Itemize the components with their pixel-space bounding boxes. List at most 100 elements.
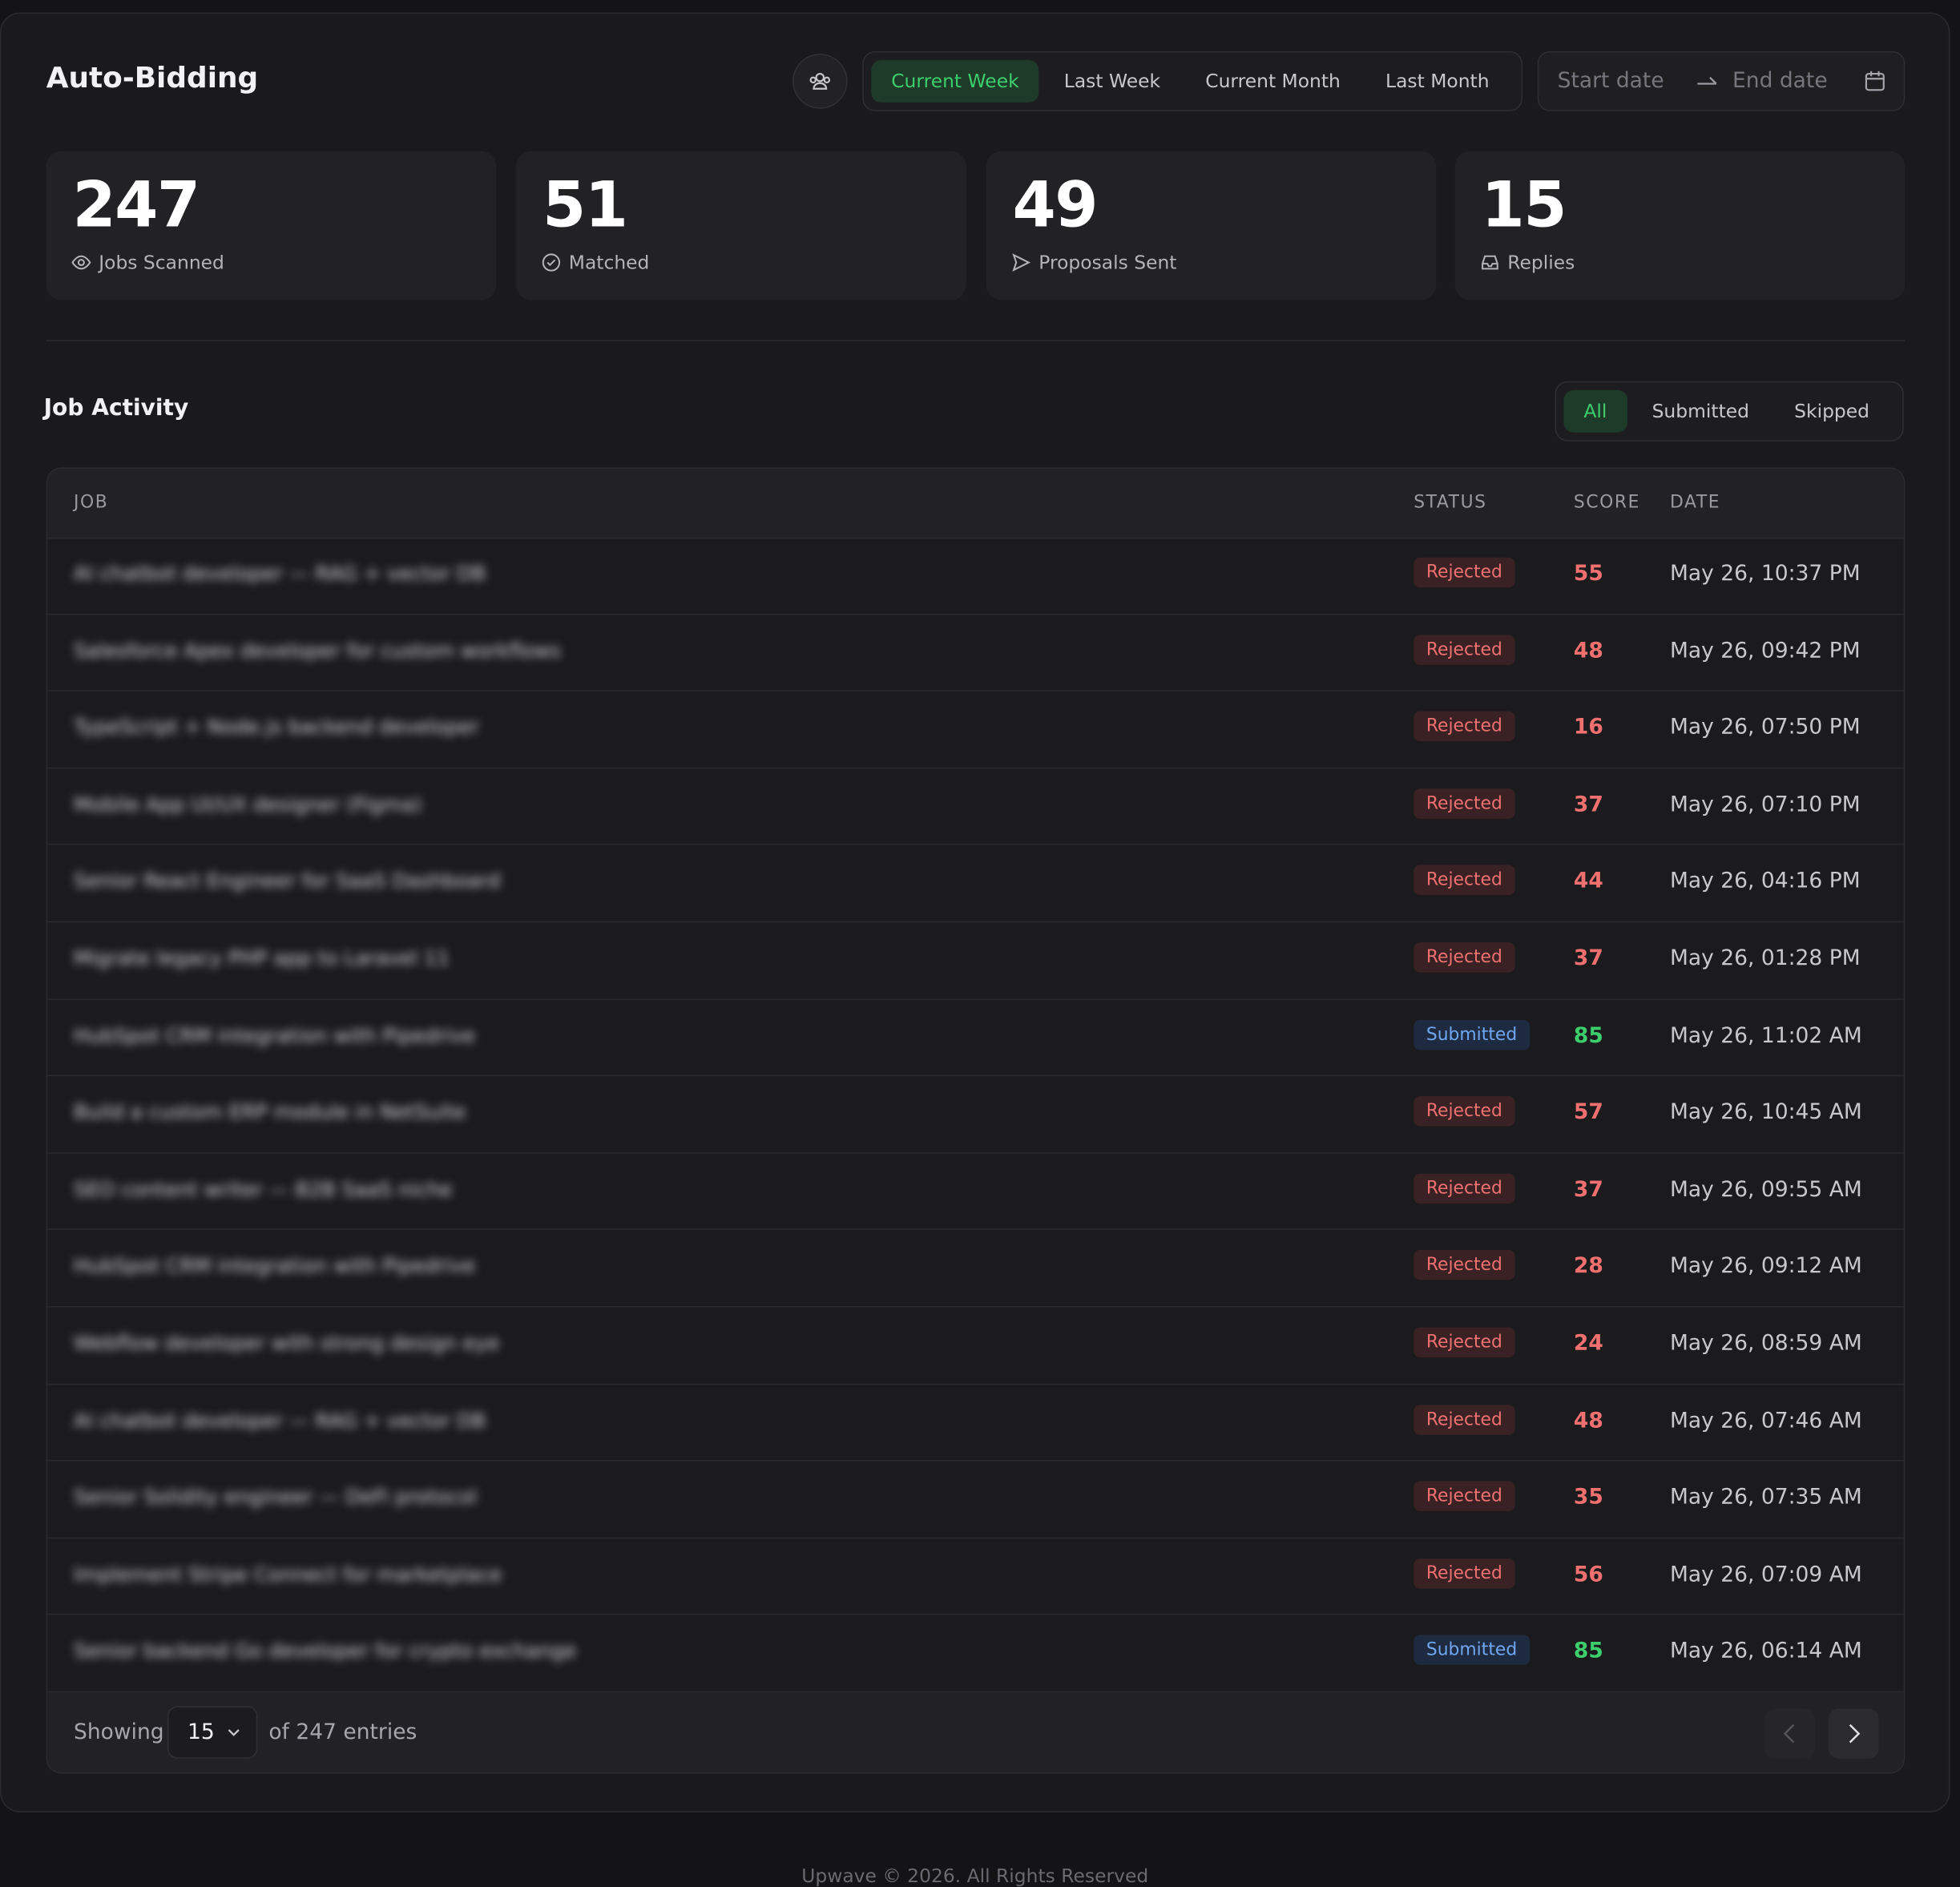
range-option[interactable]: Current Week [871, 59, 1039, 103]
score: 28 [1573, 1254, 1603, 1280]
job-title[interactable]: Senior React Engineer for SaaS Dashboard [74, 869, 501, 893]
status-badge: Rejected [1414, 634, 1515, 665]
filter-tab[interactable]: All [1563, 389, 1627, 433]
score: 55 [1573, 561, 1603, 587]
total-entries: of 247 entries [268, 1720, 417, 1745]
status-badge: Rejected [1414, 1250, 1515, 1280]
per-page-value: 15 [187, 1720, 215, 1745]
table-row: AI chatbot developer — RAG + vector DB Re… [47, 538, 1904, 615]
team-icon [809, 72, 831, 90]
date: May 26, 06:14 AM [1670, 1639, 1862, 1664]
column-header: DATE [1670, 492, 1721, 513]
stat-card: 247 Jobs Scanned [46, 151, 497, 300]
table-row: SEO content writer — B2B SaaS niche Rejec… [47, 1153, 1904, 1231]
score: 85 [1573, 1639, 1603, 1664]
table-row: Migrate legacy PHP app to Laravel 11 Reje… [47, 922, 1904, 1000]
date: May 26, 07:10 PM [1670, 792, 1861, 817]
date: May 26, 08:59 AM [1670, 1331, 1862, 1357]
showing-label: Showing [74, 1720, 164, 1745]
score: 37 [1573, 946, 1603, 972]
status-badge: Submitted [1414, 1019, 1530, 1050]
range-option[interactable]: Last Month [1385, 70, 1490, 93]
date: May 26, 09:55 AM [1670, 1177, 1862, 1203]
stat-label: Matched [568, 251, 650, 274]
table-row: Senior React Engineer for SaaS Dashboard… [47, 845, 1904, 923]
date: May 26, 07:35 AM [1670, 1485, 1862, 1510]
job-title[interactable]: SEO content writer — B2B SaaS niche [74, 1177, 453, 1201]
score: 56 [1573, 1562, 1603, 1587]
table-row: Senior Solidity engineer — DeFi protocol… [47, 1462, 1904, 1538]
table-footer: Showing 15 of 247 entries [47, 1692, 1904, 1772]
date: May 26, 07:50 PM [1670, 715, 1861, 740]
filter-tab[interactable]: Skipped [1794, 400, 1870, 423]
activity-tabs: All Submitted Skipped [1555, 381, 1904, 442]
job-title[interactable]: HubSpot CRM integration with Pipedrive [74, 1254, 476, 1278]
job-title[interactable]: Implement Stripe Connect for marketplace [74, 1562, 502, 1587]
date-range[interactable]: Start date End date [1537, 50, 1906, 111]
score: 85 [1573, 1022, 1603, 1049]
stat-value: 15 [1481, 168, 1567, 242]
job-title[interactable]: Salesforce Apex developer for custom wor… [74, 638, 561, 663]
score: 37 [1573, 792, 1603, 817]
score: 24 [1573, 1331, 1603, 1357]
score: 37 [1573, 1177, 1603, 1203]
table-row: Build a custom ERP module in NetSuite Rej… [47, 1076, 1904, 1154]
job-title[interactable]: AI chatbot developer — RAG + vector DB [74, 561, 486, 586]
status-badge: Rejected [1414, 1327, 1515, 1358]
job-title[interactable]: TypeScript + Node.js backend developer [74, 715, 479, 740]
stat-value: 247 [72, 168, 200, 242]
date: May 26, 07:46 AM [1670, 1408, 1862, 1433]
job-title[interactable]: Build a custom ERP module in NetSuite [74, 1100, 466, 1124]
filter-tab[interactable]: Submitted [1651, 400, 1750, 423]
status-badge: Rejected [1414, 1481, 1515, 1512]
date: May 26, 11:02 AM [1670, 1022, 1862, 1049]
range-option[interactable]: Last Week [1063, 70, 1161, 93]
job-title[interactable]: Senior Solidity engineer — DeFi protocol [74, 1485, 478, 1510]
status-badge: Rejected [1414, 1558, 1515, 1589]
column-header: SCORE [1573, 492, 1641, 513]
next-page[interactable] [1829, 1708, 1879, 1759]
job-title[interactable]: AI chatbot developer — RAG + vector DB [74, 1408, 486, 1433]
table-row: Implement Stripe Connect for marketplace… [47, 1538, 1904, 1616]
start-date: Start date [1557, 68, 1664, 94]
stat-card: 49 Proposals Sent [986, 151, 1437, 300]
stat-label: Jobs Scanned [99, 251, 224, 274]
stat-label: Replies [1507, 251, 1575, 274]
table-row: Mobile App UI/UX designer (Figma) Rejecte… [47, 768, 1904, 846]
table-row: HubSpot CRM integration with Pipedrive Su… [47, 999, 1904, 1077]
status-badge: Rejected [1414, 788, 1515, 819]
per-page-select[interactable]: 15 [167, 1706, 258, 1759]
stat-label: Proposals Sent [1038, 251, 1177, 274]
date: May 26, 10:37 PM [1670, 561, 1861, 587]
job-title[interactable]: Migrate legacy PHP app to Laravel 11 [74, 946, 450, 970]
job-title[interactable]: HubSpot CRM integration with Pipedrive [74, 1022, 476, 1047]
range-selector: Current Week Last Week Current Month Last M… [862, 50, 1522, 111]
team-button[interactable] [792, 54, 848, 109]
job-title[interactable]: Senior backend Go developer for crypto e… [74, 1639, 577, 1663]
score: 16 [1573, 715, 1603, 740]
job-title[interactable]: Mobile App UI/UX designer (Figma) [74, 792, 422, 816]
status-badge: Rejected [1414, 865, 1515, 896]
table-row: HubSpot CRM integration with Pipedrive Re… [47, 1231, 1904, 1308]
stat-card: 15 Replies [1454, 151, 1906, 300]
stat-label-row: Replies [1480, 252, 1575, 274]
status-badge: Rejected [1414, 1404, 1515, 1435]
column-header: STATUS [1414, 492, 1487, 513]
score: 48 [1573, 1408, 1603, 1433]
copyright: Upwave © 2026. All Rights Reserved [801, 1865, 1149, 1887]
stat-value: 51 [542, 168, 628, 242]
stat-icon [1012, 253, 1031, 272]
table-row: Salesforce Apex developer for custom wor… [47, 615, 1904, 691]
range-option[interactable]: Current Month [1205, 70, 1341, 93]
stat-label-row: Matched [541, 252, 649, 274]
status-badge: Rejected [1414, 711, 1515, 742]
prev-page[interactable] [1764, 1708, 1815, 1759]
calendar-icon [1865, 71, 1885, 91]
table-row: Webflow developer with strong design eye… [47, 1308, 1904, 1385]
job-title[interactable]: Webflow developer with strong design eye [74, 1331, 500, 1355]
section-title: Job Activity [43, 394, 189, 421]
status-badge: Submitted [1414, 1635, 1530, 1666]
end-date: End date [1732, 68, 1828, 94]
